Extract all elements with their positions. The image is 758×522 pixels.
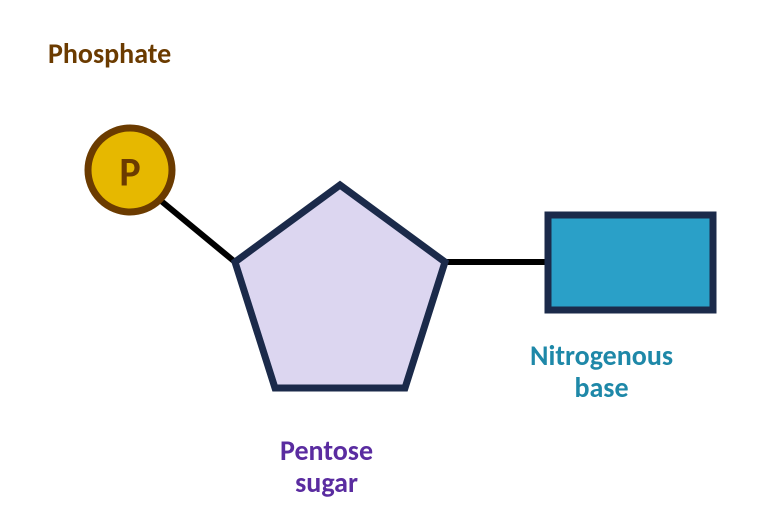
phosphate-glyph: P bbox=[119, 148, 140, 197]
phosphate-label: Phosphate bbox=[48, 38, 171, 70]
bond-phosphate-sugar bbox=[160, 200, 235, 262]
pentose-label: Pentose sugar bbox=[280, 435, 373, 499]
base-label: Nitrogenous base bbox=[530, 340, 673, 404]
nucleotide-diagram: P bbox=[0, 0, 758, 522]
base-shape bbox=[548, 215, 713, 310]
pentose-shape bbox=[235, 185, 445, 388]
